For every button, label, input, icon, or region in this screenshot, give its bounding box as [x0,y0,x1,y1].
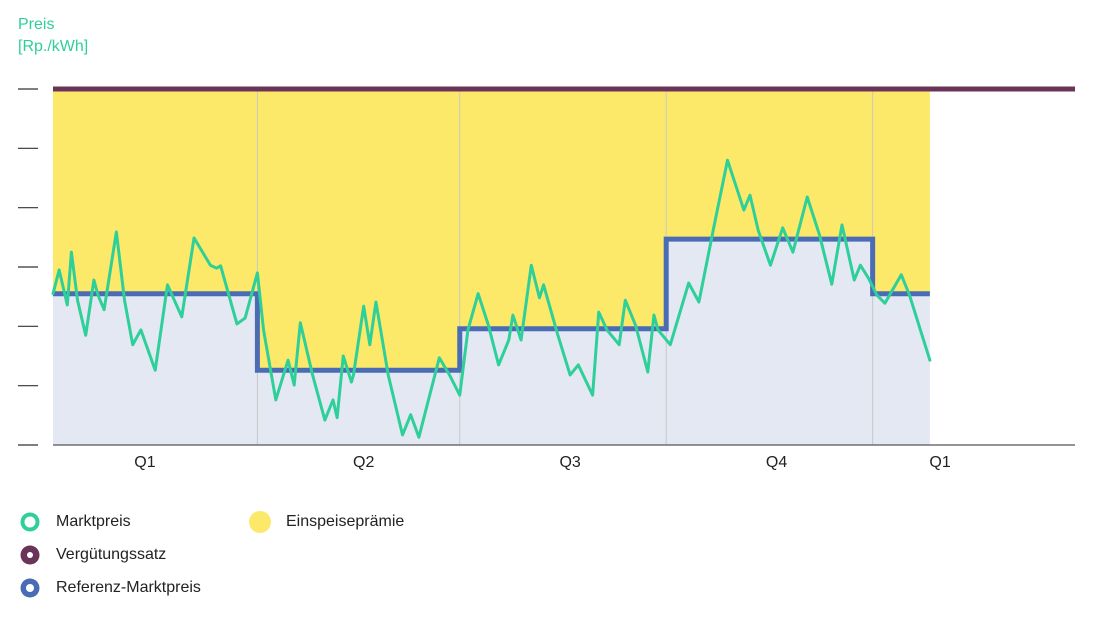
legend-label: Einspeiseprämie [286,513,404,530]
legend-label: Marktpreis [56,513,131,530]
legend-label: Referenz-Marktpreis [56,579,201,596]
legend-swatch-inner [24,516,36,528]
x-tick-label: Q1 [929,454,950,471]
x-tick-label: Q3 [559,454,580,471]
x-tick-label: Q2 [353,454,374,471]
area-einspeisepraemie [53,89,930,371]
legend-swatch [249,511,271,533]
x-tick-label: Q4 [766,454,787,471]
line-referenz-marktpreis [53,236,930,373]
legend-swatch-inner [27,552,33,558]
line-marktpreis [51,158,932,439]
legend-label: Vergütungssatz [56,546,166,563]
legend: Marktpreis Vergütungssatz Referenz-Marktpr… [20,511,404,598]
y-axis-label: [Rp./kWh] [18,38,88,55]
y-axis-label: Preis [18,16,54,33]
legend-swatch-inner [26,584,34,592]
x-tick-label: Q1 [134,454,155,471]
